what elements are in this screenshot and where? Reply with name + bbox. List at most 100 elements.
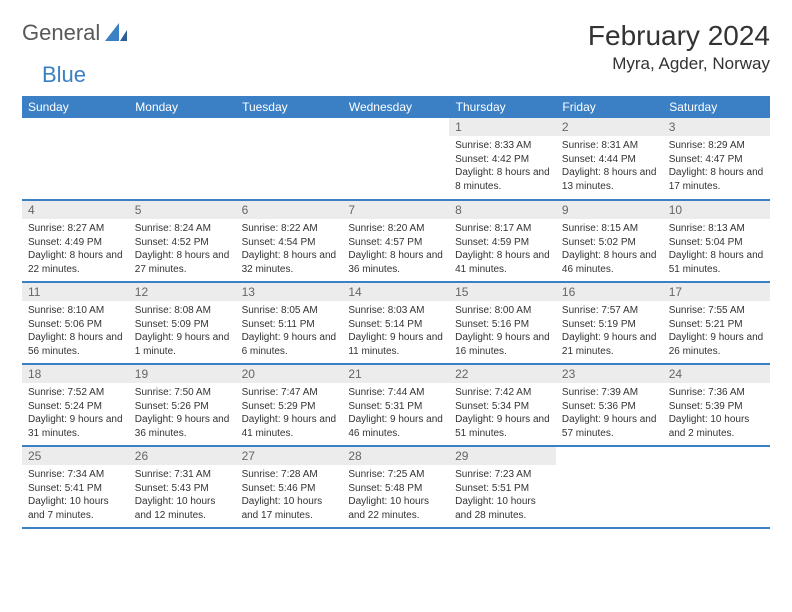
- daylight-text: Daylight: 9 hours and 51 minutes.: [455, 413, 550, 440]
- daylight-text: Daylight: 8 hours and 17 minutes.: [669, 166, 764, 193]
- day-info: Sunrise: 7:47 AMSunset: 5:29 PMDaylight:…: [236, 383, 343, 444]
- sunset-text: Sunset: 5:04 PM: [669, 236, 764, 250]
- day-info: Sunrise: 8:33 AMSunset: 4:42 PMDaylight:…: [449, 136, 556, 197]
- calendar-cell: 19Sunrise: 7:50 AMSunset: 5:26 PMDayligh…: [129, 364, 236, 446]
- day-info: Sunrise: 8:10 AMSunset: 5:06 PMDaylight:…: [22, 301, 129, 362]
- day-number: 17: [663, 283, 770, 301]
- daylight-text: Daylight: 10 hours and 22 minutes.: [348, 495, 443, 522]
- sunrise-text: Sunrise: 7:42 AM: [455, 386, 550, 400]
- calendar-cell: 9Sunrise: 8:15 AMSunset: 5:02 PMDaylight…: [556, 200, 663, 282]
- day-info: Sunrise: 7:34 AMSunset: 5:41 PMDaylight:…: [22, 465, 129, 526]
- sunset-text: Sunset: 5:21 PM: [669, 318, 764, 332]
- sunset-text: Sunset: 4:47 PM: [669, 153, 764, 167]
- day-number: 26: [129, 447, 236, 465]
- calendar-cell: 10Sunrise: 8:13 AMSunset: 5:04 PMDayligh…: [663, 200, 770, 282]
- calendar-page: General February 2024 Myra, Agder, Norwa…: [0, 0, 792, 539]
- day-info: Sunrise: 8:22 AMSunset: 4:54 PMDaylight:…: [236, 219, 343, 280]
- sunset-text: Sunset: 4:59 PM: [455, 236, 550, 250]
- weekday-header-row: Sunday Monday Tuesday Wednesday Thursday…: [22, 96, 770, 118]
- calendar-cell: 3Sunrise: 8:29 AMSunset: 4:47 PMDaylight…: [663, 118, 770, 200]
- calendar-cell: 13 Sunrise: 8:05 AMSunset: 5:11 PMDayligh…: [236, 282, 343, 364]
- sunset-text: Sunset: 5:02 PM: [562, 236, 657, 250]
- day-number: 25: [22, 447, 129, 465]
- calendar-cell: [556, 446, 663, 528]
- sunrise-text: Sunrise: 8:20 AM: [348, 222, 443, 236]
- day-number: 23: [556, 365, 663, 383]
- calendar-cell: [22, 118, 129, 200]
- day-number: 18: [22, 365, 129, 383]
- day-info: Sunrise: 7:42 AMSunset: 5:34 PMDaylight:…: [449, 383, 556, 444]
- day-info: Sunrise: 7:28 AMSunset: 5:46 PMDaylight:…: [236, 465, 343, 526]
- calendar-cell: 17Sunrise: 7:55 AMSunset: 5:21 PMDayligh…: [663, 282, 770, 364]
- day-number: 12: [129, 283, 236, 301]
- logo-text-blue: Blue: [42, 62, 86, 87]
- sunset-text: Sunset: 4:49 PM: [28, 236, 123, 250]
- sunset-text: Sunset: 5:19 PM: [562, 318, 657, 332]
- calendar-cell: 29Sunrise: 7:23 AMSunset: 5:51 PMDayligh…: [449, 446, 556, 528]
- sunset-text: Sunset: 5:16 PM: [455, 318, 550, 332]
- sunset-text: Sunset: 5:51 PM: [455, 482, 550, 496]
- calendar-cell: 22Sunrise: 7:42 AMSunset: 5:34 PMDayligh…: [449, 364, 556, 446]
- calendar-cell: 27Sunrise: 7:28 AMSunset: 5:46 PMDayligh…: [236, 446, 343, 528]
- calendar-cell: [663, 446, 770, 528]
- calendar-cell: 8Sunrise: 8:17 AMSunset: 4:59 PMDaylight…: [449, 200, 556, 282]
- daylight-text: Daylight: 10 hours and 2 minutes.: [669, 413, 764, 440]
- weekday-header: Sunday: [22, 96, 129, 118]
- sunrise-text: Sunrise: 7:57 AM: [562, 304, 657, 318]
- calendar-cell: 21Sunrise: 7:44 AMSunset: 5:31 PMDayligh…: [342, 364, 449, 446]
- daylight-text: Daylight: 8 hours and 46 minutes.: [562, 249, 657, 276]
- sunrise-text: Sunrise: 8:05 AM: [242, 304, 337, 318]
- daylight-text: Daylight: 8 hours and 8 minutes.: [455, 166, 550, 193]
- day-number: 14: [342, 283, 449, 301]
- day-info: Sunrise: 8:20 AMSunset: 4:57 PMDaylight:…: [342, 219, 449, 280]
- daylight-text: Daylight: 8 hours and 36 minutes.: [348, 249, 443, 276]
- day-info: Sunrise: 7:25 AMSunset: 5:48 PMDaylight:…: [342, 465, 449, 526]
- daylight-text: Daylight: 9 hours and 31 minutes.: [28, 413, 123, 440]
- calendar-cell: 14Sunrise: 8:03 AMSunset: 5:14 PMDayligh…: [342, 282, 449, 364]
- daylight-text: Daylight: 8 hours and 56 minutes.: [28, 331, 123, 358]
- day-number: 5: [129, 201, 236, 219]
- day-number: 1: [449, 118, 556, 136]
- sunrise-text: Sunrise: 8:10 AM: [28, 304, 123, 318]
- daylight-text: Daylight: 10 hours and 7 minutes.: [28, 495, 123, 522]
- calendar-table: Sunday Monday Tuesday Wednesday Thursday…: [22, 96, 770, 529]
- sunrise-text: Sunrise: 8:31 AM: [562, 139, 657, 153]
- daylight-text: Daylight: 8 hours and 41 minutes.: [455, 249, 550, 276]
- sunrise-text: Sunrise: 8:00 AM: [455, 304, 550, 318]
- calendar-cell: 26Sunrise: 7:31 AMSunset: 5:43 PMDayligh…: [129, 446, 236, 528]
- sunset-text: Sunset: 4:57 PM: [348, 236, 443, 250]
- calendar-cell: [236, 118, 343, 200]
- day-info: Sunrise: 8:29 AMSunset: 4:47 PMDaylight:…: [663, 136, 770, 197]
- sunset-text: Sunset: 5:26 PM: [135, 400, 230, 414]
- sunrise-text: Sunrise: 8:33 AM: [455, 139, 550, 153]
- sunrise-text: Sunrise: 7:25 AM: [348, 468, 443, 482]
- day-info: Sunrise: 7:39 AMSunset: 5:36 PMDaylight:…: [556, 383, 663, 444]
- day-number: 4: [22, 201, 129, 219]
- day-number: 21: [342, 365, 449, 383]
- calendar-cell: 2Sunrise: 8:31 AMSunset: 4:44 PMDaylight…: [556, 118, 663, 200]
- month-title: February 2024: [588, 20, 770, 52]
- day-number: 7: [342, 201, 449, 219]
- weekday-header: Monday: [129, 96, 236, 118]
- sunset-text: Sunset: 5:31 PM: [348, 400, 443, 414]
- sunrise-text: Sunrise: 7:23 AM: [455, 468, 550, 482]
- sunrise-text: Sunrise: 7:52 AM: [28, 386, 123, 400]
- day-info: Sunrise: 8:08 AMSunset: 5:09 PMDaylight:…: [129, 301, 236, 362]
- calendar-cell: 18Sunrise: 7:52 AMSunset: 5:24 PMDayligh…: [22, 364, 129, 446]
- calendar-cell: 15Sunrise: 8:00 AMSunset: 5:16 PMDayligh…: [449, 282, 556, 364]
- daylight-text: Daylight: 10 hours and 28 minutes.: [455, 495, 550, 522]
- daylight-text: Daylight: 9 hours and 6 minutes.: [242, 331, 337, 358]
- day-number: 13: [236, 283, 343, 301]
- daylight-text: Daylight: 9 hours and 21 minutes.: [562, 331, 657, 358]
- sunrise-text: Sunrise: 7:55 AM: [669, 304, 764, 318]
- weekday-header: Tuesday: [236, 96, 343, 118]
- weekday-header: Saturday: [663, 96, 770, 118]
- sunset-text: Sunset: 5:11 PM: [242, 318, 337, 332]
- daylight-text: Daylight: 8 hours and 27 minutes.: [135, 249, 230, 276]
- calendar-cell: 16Sunrise: 7:57 AMSunset: 5:19 PMDayligh…: [556, 282, 663, 364]
- sunset-text: Sunset: 5:36 PM: [562, 400, 657, 414]
- calendar-week-row: 1Sunrise: 8:33 AMSunset: 4:42 PMDaylight…: [22, 118, 770, 200]
- calendar-cell: 24Sunrise: 7:36 AMSunset: 5:39 PMDayligh…: [663, 364, 770, 446]
- sunset-text: Sunset: 5:46 PM: [242, 482, 337, 496]
- calendar-cell: [342, 118, 449, 200]
